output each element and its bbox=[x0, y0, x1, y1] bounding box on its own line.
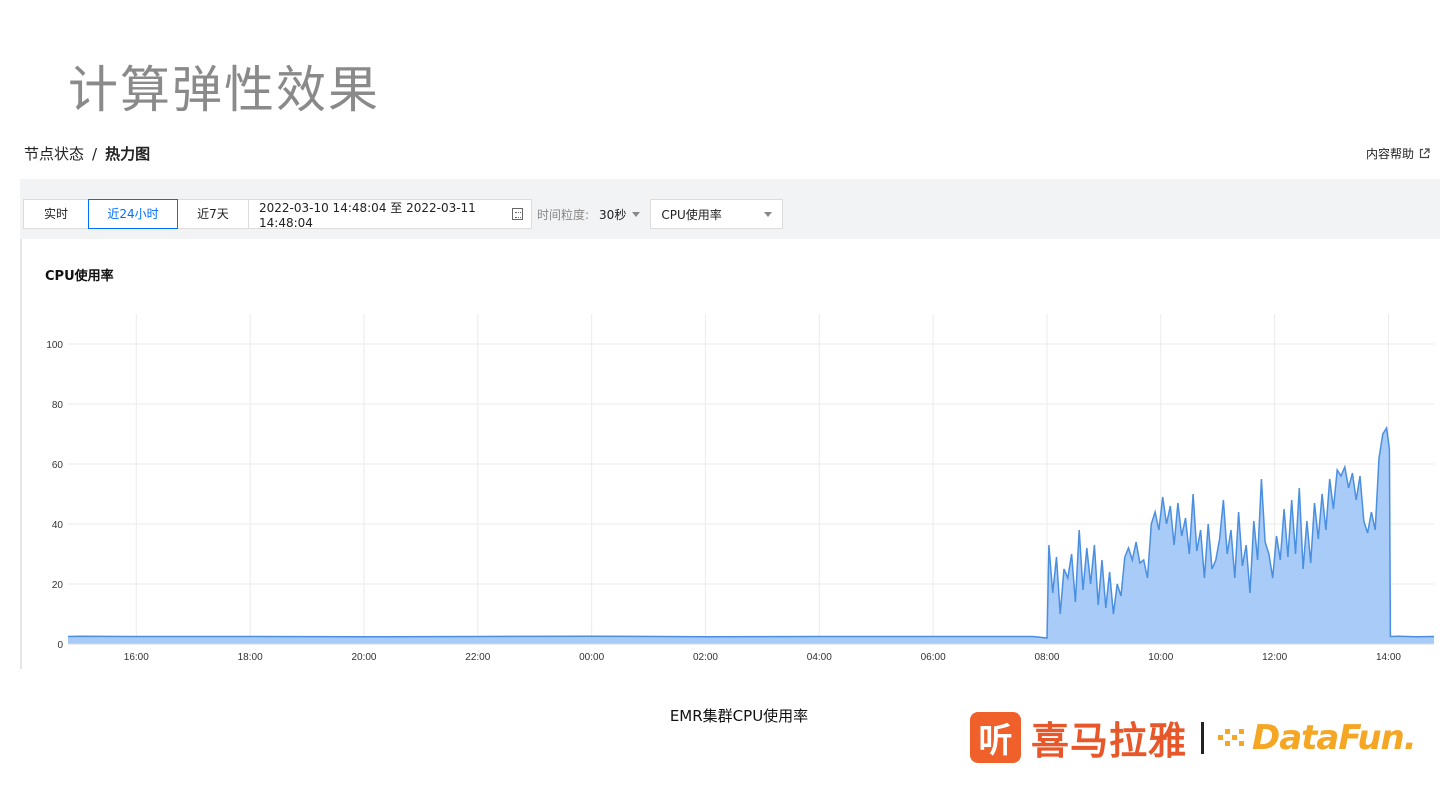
chevron-down-icon bbox=[632, 211, 641, 217]
slide-caption: EMR集群CPU使用率 bbox=[669, 707, 809, 725]
y-tick-label: 100 bbox=[46, 340, 63, 351]
date-range-picker[interactable]: 2022-03-10 14:48:04 至 2022-03-11 14:48:0… bbox=[248, 199, 532, 230]
btn-last-24h[interactable]: 近24小时 bbox=[88, 199, 178, 229]
y-tick-label: 60 bbox=[52, 460, 64, 471]
datafun-logo: DataFun. bbox=[1218, 717, 1417, 758]
x-tick-label: 12:00 bbox=[1262, 652, 1287, 663]
cpu-usage-line bbox=[67, 425, 1435, 639]
breadcrumb-current: 热力图 bbox=[105, 145, 151, 163]
x-tick-label: 22:00 bbox=[465, 652, 490, 663]
x-tick-label: 08:00 bbox=[1034, 652, 1059, 663]
x-tick-label: 10:00 bbox=[1148, 652, 1173, 663]
y-tick-label: 40 bbox=[52, 520, 64, 531]
y-tick-label: 80 bbox=[52, 400, 64, 411]
metric-select[interactable]: CPU使用率 bbox=[650, 199, 784, 229]
x-tick-label: 16:00 bbox=[124, 652, 149, 663]
help-link[interactable]: 内容帮助 bbox=[1366, 145, 1430, 162]
footer-logos: 听 喜马拉雅 DataFun. bbox=[970, 710, 1417, 765]
breadcrumb-parent[interactable]: 节点状态 bbox=[24, 145, 85, 163]
y-tick-label: 0 bbox=[57, 640, 63, 651]
x-tick-label: 06:00 bbox=[921, 652, 946, 663]
breadcrumb: 节点状态 / 热力图 bbox=[24, 143, 150, 164]
x-tick-label: 04:00 bbox=[807, 652, 832, 663]
x-tick-label: 00:00 bbox=[579, 652, 604, 663]
cpu-usage-chart: 0 20 40 60 80 100 16:00 18:00 20:00 22:00 00:00 02:… bbox=[46, 314, 1435, 663]
metric-select-value: CPU使用率 bbox=[661, 207, 722, 222]
datafun-logo-text: DataFun. bbox=[1252, 717, 1417, 758]
granularity-label: 时间粒度: bbox=[537, 207, 590, 222]
datafun-dots-icon bbox=[1218, 725, 1246, 751]
x-tick-label: 20:00 bbox=[351, 652, 376, 663]
y-tick-label: 20 bbox=[52, 580, 64, 591]
x-tick-label: 18:00 bbox=[238, 652, 263, 663]
btn-last-7d[interactable]: 近7天 bbox=[177, 199, 249, 229]
chart-title: CPU使用率 bbox=[45, 269, 114, 284]
ximalaya-logo-text: 喜马拉雅 bbox=[1031, 719, 1188, 763]
logo-divider bbox=[1201, 721, 1205, 754]
btn-realtime[interactable]: 实时 bbox=[23, 199, 89, 229]
ximalaya-logo-icon: 听 bbox=[970, 712, 1021, 763]
calendar-icon bbox=[511, 208, 523, 220]
cpu-usage-area bbox=[68, 428, 1434, 644]
help-link-label: 内容帮助 bbox=[1365, 147, 1414, 161]
chart-panel: CPU使用率 0 20 40 60 80 100 16:00 18:00 20:00 22:00 0… bbox=[20, 239, 1440, 669]
external-link-icon bbox=[1419, 148, 1430, 159]
granularity-value: 30秒 bbox=[599, 207, 627, 222]
slide-title: 计算弹性效果 bbox=[68, 61, 380, 119]
breadcrumb-separator: / bbox=[92, 144, 98, 163]
date-range-value: 2022-03-10 14:48:04 至 2022-03-11 14:48:0… bbox=[259, 200, 476, 230]
x-tick-label: 14:00 bbox=[1376, 652, 1401, 663]
granularity-select[interactable]: 30秒 bbox=[599, 206, 641, 223]
chevron-down-icon bbox=[764, 211, 773, 217]
toolbar: 实时 近24小时 近7天 2022-03-10 14:48:04 至 2022-… bbox=[23, 199, 784, 230]
x-tick-label: 02:00 bbox=[693, 652, 718, 663]
